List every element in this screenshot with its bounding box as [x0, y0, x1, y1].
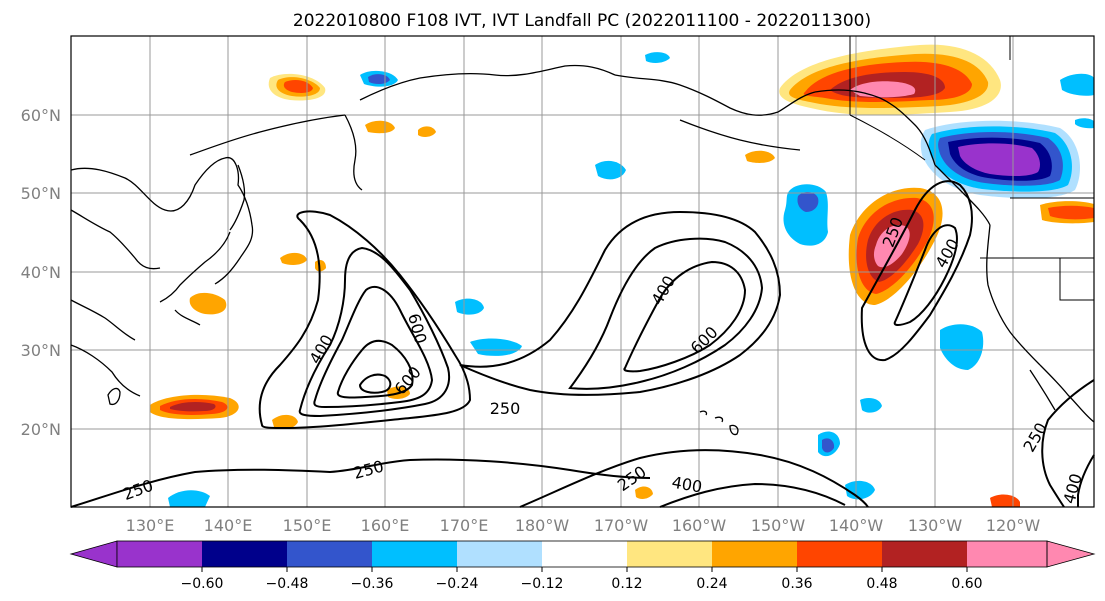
lon-label: 160°W: [672, 516, 727, 535]
latitude-labels: 60°N 50°N 40°N 30°N 20°N: [21, 106, 61, 439]
lat-label: 20°N: [21, 420, 61, 439]
colorbar-segment: [202, 541, 287, 567]
lon-label: 180°W: [515, 516, 570, 535]
contour-label: 250: [490, 399, 521, 418]
borders: [849, 36, 1094, 301]
lon-label: 130°E: [126, 516, 175, 535]
colorbar-extend-min: [69, 540, 118, 568]
colorbar-segment: [882, 541, 967, 567]
colorbar-tick-label: 0.36: [781, 576, 812, 592]
colorbar-tick-label: 0.48: [866, 576, 897, 592]
colorbar-segment: [117, 541, 202, 567]
map-title: 2022010800 F108 IVT, IVT Landfall PC (20…: [293, 11, 871, 31]
colorbar-tick-label: −0.36: [351, 576, 394, 592]
colorbar-segment: [287, 541, 372, 567]
graticule: [71, 36, 1094, 507]
coastlines: [70, 64, 1095, 436]
colorbar-tick-label: 0.60: [951, 576, 982, 592]
negative-anomaly-fills: [168, 52, 1094, 507]
colorbar-segment: [627, 541, 712, 567]
colorbar-tick-label: −0.60: [181, 576, 224, 592]
colorbar-segment: [967, 541, 1047, 567]
lon-label: 140°W: [829, 516, 884, 535]
colorbar-segment: [797, 541, 882, 567]
map-panel: 250 400 600 600 400 250 400 600 250 250 …: [70, 35, 1095, 508]
lon-label: 150°W: [751, 516, 806, 535]
colorbar-tick-label: −0.24: [436, 576, 479, 592]
lon-label: 140°E: [204, 516, 253, 535]
ivt-contours: [70, 180, 1095, 508]
colorbar-segment: [457, 541, 542, 567]
lon-label: 160°E: [361, 516, 410, 535]
colorbar-tick-label: −0.48: [266, 576, 309, 592]
colorbar-tick-label: 0.24: [696, 576, 727, 592]
lon-label: 150°E: [283, 516, 332, 535]
map-frame: [70, 35, 1095, 508]
lon-label: 170°E: [440, 516, 489, 535]
lon-label: 130°W: [908, 516, 963, 535]
colorbar-ticks: [201, 567, 968, 572]
lat-label: 40°N: [21, 263, 61, 282]
colorbar-extend-max: [1046, 540, 1096, 568]
lon-label: 120°W: [986, 516, 1041, 535]
colorbar-segment: [712, 541, 797, 567]
longitude-labels: 130°E 140°E 150°E 160°E 170°E 180°W 170°…: [126, 516, 1041, 535]
lat-label: 50°N: [21, 184, 61, 203]
lon-label: 170°W: [594, 516, 649, 535]
lat-label: 60°N: [21, 106, 61, 125]
colorbar-tick-label: −0.12: [521, 576, 564, 592]
colorbar-tick-label: 0.12: [611, 576, 642, 592]
colorbar-frame: [116, 540, 1048, 568]
colorbar: −0.60 −0.48 −0.36 −0.24 −0.12 0.12 0.24 …: [69, 540, 1096, 592]
lat-label: 30°N: [21, 341, 61, 360]
colorbar-segment: [372, 541, 457, 567]
colorbar-segment: [542, 541, 627, 567]
